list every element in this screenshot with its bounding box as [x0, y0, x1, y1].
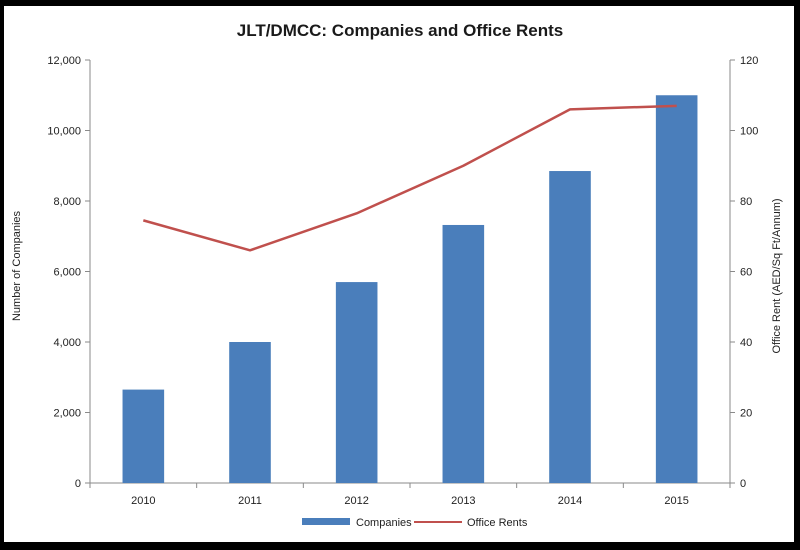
x-tick-label: 2014: [558, 495, 582, 507]
legend-swatch-companies: [302, 518, 350, 525]
left-tick-label: 8,000: [53, 196, 81, 208]
x-tick-label: 2011: [238, 495, 262, 507]
right-tick-label: 100: [740, 126, 758, 138]
right-axis-title: Office Rent (AED/Sq Ft/Annum): [771, 198, 783, 353]
combo-chart: JLT/DMCC: Companies and Office Rents 0 2,…: [11, 21, 783, 529]
left-tick-label: 2,000: [53, 408, 81, 420]
right-tick-label: 20: [740, 408, 752, 420]
right-tick-label: 120: [740, 55, 758, 67]
right-tick-label: 0: [740, 478, 746, 490]
right-axis-ticks: 0 20 40 60 80 100 120: [730, 55, 758, 490]
left-axis-ticks: 0 2,000 4,000 6,000 8,000 10,000 12,000: [47, 55, 90, 490]
bars-series: [122, 95, 698, 483]
chart-area: JLT/DMCC: Companies and Office Rents 0 2,…: [4, 6, 794, 542]
axes: [89, 60, 731, 484]
left-tick-label: 10,000: [47, 126, 81, 138]
x-tick-label: 2010: [131, 495, 155, 507]
line-series: [142, 104, 677, 252]
line-office-rents: [142, 104, 677, 252]
left-tick-label: 4,000: [53, 337, 81, 349]
left-tick-label: 0: [75, 478, 81, 490]
x-tick-label: 2012: [344, 495, 368, 507]
left-axis-title: Number of Companies: [11, 210, 23, 321]
bar-companies-2011: [229, 342, 271, 483]
legend-label-office-rents: Office Rents: [467, 517, 528, 529]
left-tick-label: 6,000: [53, 267, 81, 279]
right-tick-label: 80: [740, 196, 752, 208]
legend-label-companies: Companies: [356, 517, 412, 529]
right-tick-label: 60: [740, 267, 752, 279]
bar-companies-2012: [335, 282, 378, 483]
bar-companies-2015: [655, 95, 698, 483]
left-tick-label: 12,000: [47, 55, 81, 67]
right-tick-label: 40: [740, 337, 752, 349]
x-axis-ticks: 2010 2011 2012 2013 2014 2015: [89, 483, 731, 507]
bar-companies-2014: [549, 171, 591, 483]
x-tick-label: 2015: [664, 495, 688, 507]
x-tick-label: 2013: [451, 495, 475, 507]
chart-title: JLT/DMCC: Companies and Office Rents: [237, 21, 564, 40]
legend: Companies Office Rents: [302, 517, 528, 529]
bar-companies-2013: [442, 224, 485, 483]
bar-companies-2010: [122, 389, 165, 483]
